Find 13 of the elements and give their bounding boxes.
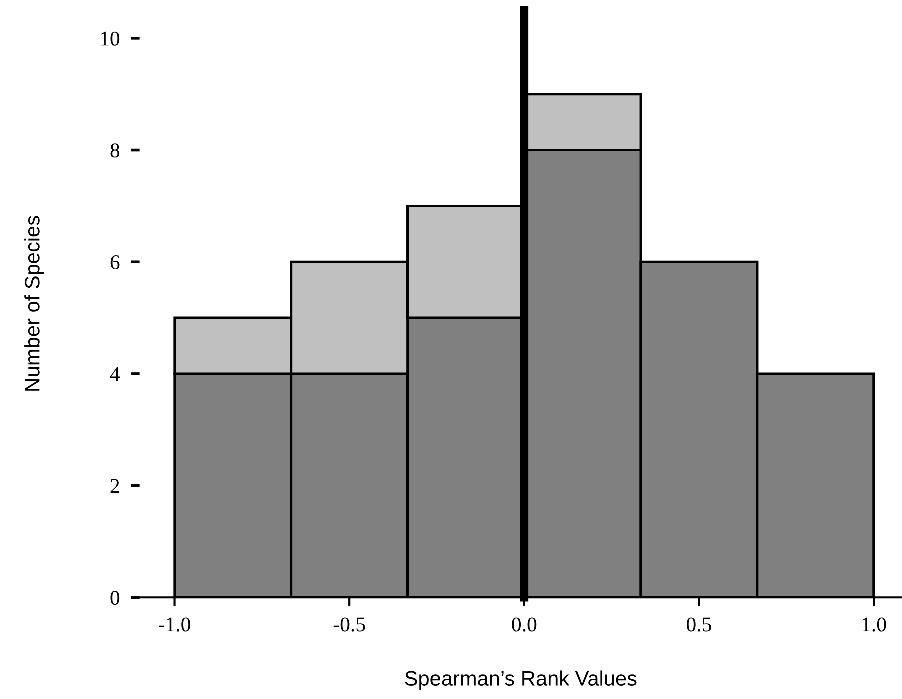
y-tick-label: 2	[110, 479, 120, 494]
y-tick-label: 0	[110, 591, 120, 606]
x-axis-title: Spearman’s Rank Values	[405, 670, 637, 690]
y-axis-title: Number of Species	[24, 216, 44, 391]
y-tick-label: 10	[101, 32, 120, 46]
x-tick-label: 1.0	[862, 618, 886, 632]
x-tick-label: -1.0	[159, 618, 190, 632]
x-tick-label: 0.5	[686, 618, 712, 632]
y-tick-label: 4	[110, 367, 120, 382]
y-tick-label: 6	[110, 256, 120, 270]
x-tick-label: 0.0	[512, 618, 537, 632]
y-tick-label: 8	[110, 144, 120, 158]
x-tick-label: -0.5	[334, 618, 366, 632]
